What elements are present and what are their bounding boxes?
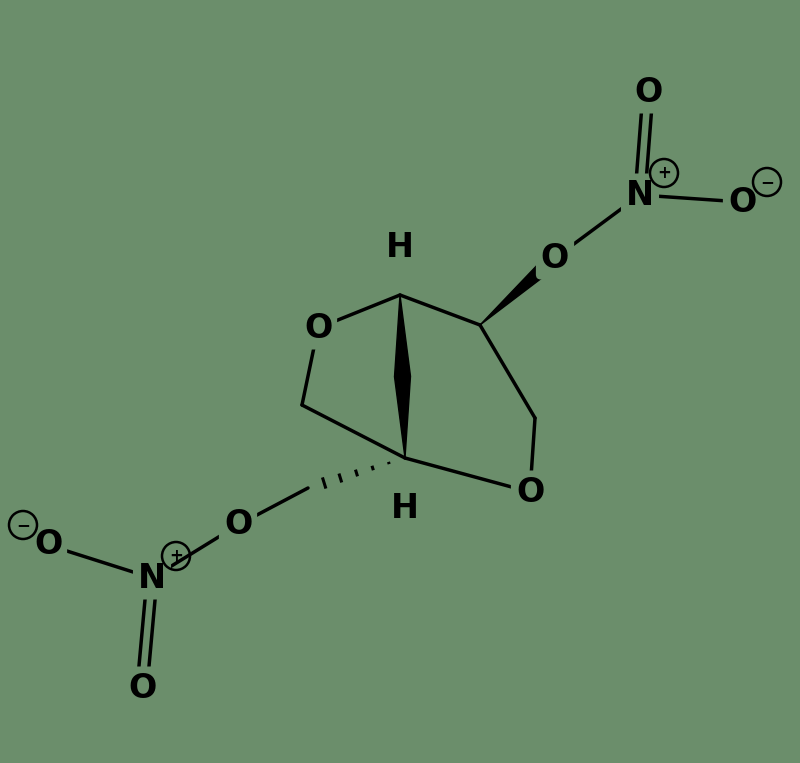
Text: O: O — [541, 242, 569, 275]
Text: −: − — [760, 173, 774, 191]
Text: O: O — [224, 508, 252, 542]
Polygon shape — [480, 252, 560, 325]
Text: N: N — [138, 562, 166, 594]
Text: O: O — [728, 185, 756, 218]
Text: O: O — [634, 76, 662, 108]
Text: O: O — [34, 529, 62, 562]
Text: +: + — [169, 547, 183, 565]
Text: +: + — [657, 164, 671, 182]
Text: H: H — [391, 491, 419, 524]
Text: O: O — [304, 311, 332, 345]
Text: H: H — [386, 230, 414, 263]
Text: O: O — [128, 671, 156, 704]
Text: O: O — [516, 475, 544, 508]
Polygon shape — [394, 295, 410, 377]
Text: −: − — [16, 516, 30, 534]
Text: N: N — [626, 179, 654, 211]
Polygon shape — [394, 376, 410, 458]
